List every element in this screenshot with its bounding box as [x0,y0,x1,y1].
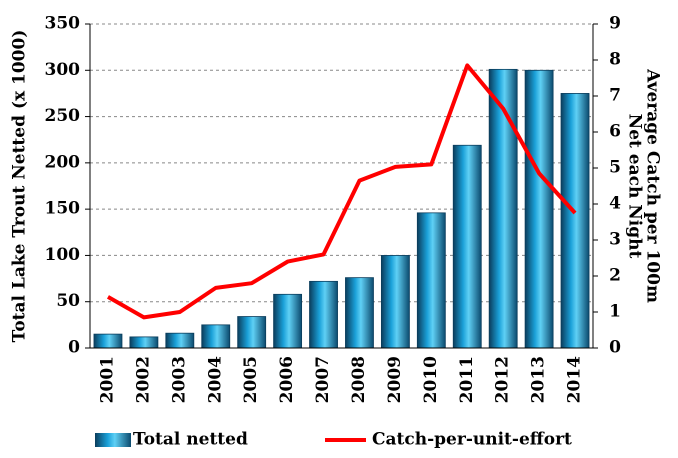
legend-swatch [95,433,131,447]
y2-axis-title: Net each Night [625,114,645,259]
bar [201,324,231,349]
bar [488,68,518,349]
x-tick-label: 2005 [241,356,261,403]
x-tick-label: 2008 [349,356,369,403]
x-tick-label: 2010 [421,356,441,403]
y-tick-label: 0 [68,338,80,358]
bar [524,69,554,349]
x-tick-label: 2002 [133,356,153,403]
x-tick-label: 2012 [493,356,513,403]
bar [560,93,590,349]
x-tick-label: 2007 [313,356,333,403]
legend-label: Total netted [133,430,248,450]
y2-tick-label: 9 [609,14,621,34]
x-tick-label: 2009 [385,356,405,403]
bar [309,280,338,349]
bar [416,212,446,349]
x-tick-label: 2001 [97,356,117,403]
y2-tick-label: 5 [609,158,621,178]
x-tick-label: 2013 [529,356,549,403]
legend-label: Catch-per-unit-effort [372,430,572,450]
y-tick-label: 350 [45,14,81,34]
bar [380,255,410,349]
y2-tick-label: 0 [609,338,621,358]
y-tick-label: 100 [45,245,81,265]
y-axis-title: Total Lake Trout Netted (x 1000) [10,30,30,343]
y2-tick-label: 3 [609,230,621,250]
y2-axis-title: Average Catch per 100m [643,68,663,303]
y2-tick-label: 6 [609,122,621,142]
y-tick-label: 150 [45,199,81,219]
bar [129,336,159,349]
x-tick-label: 2014 [565,356,585,403]
y2-tick-label: 8 [609,50,621,70]
x-tick-label: 2003 [169,356,189,403]
x-tick-label: 2011 [457,356,477,403]
y-tick-label: 300 [45,60,81,80]
y2-tick-label: 1 [609,302,621,322]
bar [452,144,482,349]
bar [237,316,267,349]
y-tick-label: 200 [45,152,81,172]
x-tick-label: 2006 [277,356,297,403]
y2-tick-label: 2 [609,266,621,286]
y-tick-label: 50 [56,291,80,311]
line [106,63,577,320]
y2-tick-label: 4 [609,194,621,214]
x-tick-label: 2004 [205,356,225,403]
y2-tick-label: 7 [609,86,621,106]
y-tick-label: 250 [45,106,81,126]
bar [93,333,123,349]
bar [165,332,195,349]
bar [345,277,374,349]
bar [273,293,303,349]
